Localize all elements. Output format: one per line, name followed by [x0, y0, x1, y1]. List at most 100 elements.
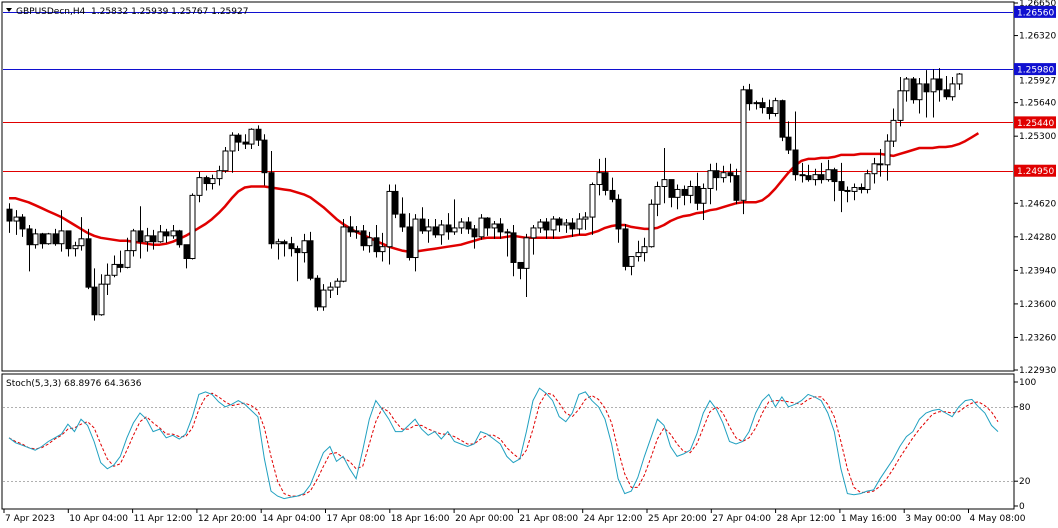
price-tick-label: 1.26320 — [1019, 32, 1056, 42]
candle-body-bear — [314, 277, 321, 308]
candle — [884, 134, 891, 181]
candle — [13, 210, 20, 235]
candle — [32, 228, 39, 249]
candle — [930, 69, 937, 118]
price-tick-label: 1.23600 — [1019, 300, 1056, 310]
time-tick-label: 20 Apr 00:00 — [455, 514, 514, 524]
price-tick-label: 1.23260 — [1019, 333, 1056, 343]
candle — [144, 227, 151, 252]
candle — [104, 263, 111, 296]
candle-body-bear — [465, 221, 472, 230]
candle-body-bear — [281, 241, 288, 245]
time-axis: 7 Apr 2023 10 Apr 04:00 11 Apr 12:00 12 Apr… — [3, 509, 1026, 524]
level-price-tag-label: 1.25980 — [1017, 66, 1054, 76]
candle — [602, 157, 609, 196]
candle — [209, 174, 216, 190]
price-tick-label: 1.25640 — [1019, 99, 1056, 109]
candle-body-bear — [137, 230, 144, 243]
candle-body-bull — [812, 174, 819, 181]
candle-body-bull — [491, 223, 498, 229]
candle — [189, 193, 196, 260]
candle-body-bear — [877, 163, 884, 166]
candle — [635, 240, 642, 262]
candle — [589, 182, 596, 235]
candle — [406, 213, 413, 261]
candle-body-bear — [294, 248, 301, 254]
candle — [163, 228, 170, 243]
time-tick-label: 24 Apr 12:00 — [584, 514, 643, 524]
candle-body-bear — [261, 139, 268, 174]
candle-body-bear — [85, 238, 92, 288]
candle-body-bear — [602, 172, 609, 191]
candle — [399, 197, 406, 232]
candle-body-bear — [936, 78, 943, 91]
candle-body-bull — [700, 187, 707, 204]
candle — [550, 216, 557, 239]
candle — [890, 108, 897, 148]
candle-body-bear — [766, 107, 773, 114]
candle — [307, 231, 314, 281]
candle — [137, 206, 144, 259]
candle-body-bear — [347, 226, 354, 233]
candle-body-bull — [772, 100, 779, 114]
price-tick-label: 1.25300 — [1019, 132, 1056, 142]
candle-body-bull — [334, 280, 341, 288]
stoch-tick-label: 80 — [1019, 403, 1031, 413]
candle — [766, 99, 773, 120]
candle-body-bear — [150, 235, 157, 243]
candle-body-bear — [497, 223, 504, 233]
candle-body-bull — [379, 246, 386, 253]
candle — [78, 217, 85, 251]
candle — [288, 236, 295, 257]
candle-body-bull — [563, 222, 570, 226]
candle-body-bull — [740, 89, 747, 201]
current-price-label: 1.25927 — [1019, 76, 1056, 86]
candle — [222, 147, 229, 173]
candle — [203, 175, 210, 191]
stoch-pane[interactable] — [1, 373, 1015, 510]
candle-body-bear — [779, 100, 786, 138]
candle — [674, 184, 681, 210]
candle-body-bull — [851, 186, 858, 192]
candle — [530, 224, 537, 255]
candle-body-bull — [720, 172, 727, 179]
candle — [871, 157, 878, 184]
candle-body-bear — [288, 243, 295, 250]
candle — [576, 213, 583, 235]
candle-body-bull — [104, 274, 111, 285]
candle-body-bear — [910, 78, 917, 101]
candle-body-bear — [268, 172, 275, 245]
price-tick-label: 1.23940 — [1019, 266, 1056, 276]
main-pane[interactable] — [1, 1, 1015, 372]
candle — [812, 168, 819, 186]
stoch-header: Stoch(5,3,3) 68.8976 64.3636 — [6, 379, 142, 389]
candle-body-bull — [903, 78, 910, 92]
candle — [366, 231, 373, 253]
time-tick-label: 28 Apr 12:00 — [777, 514, 836, 524]
candle-body-bear — [733, 175, 740, 201]
level-price-tag-label: 1.25440 — [1017, 119, 1054, 129]
candle — [648, 199, 655, 248]
candle — [320, 284, 327, 311]
candle-body-bear — [510, 232, 517, 263]
candle — [491, 221, 498, 239]
candle-body-bear — [39, 233, 46, 245]
candle-body-bull — [523, 237, 530, 269]
candles — [6, 68, 963, 321]
candle-body-bear — [392, 190, 399, 215]
candle-body-bear — [19, 216, 26, 230]
candle-body-bear — [844, 189, 851, 192]
time-tick-label: 18 Apr 16:00 — [391, 514, 450, 524]
candle — [360, 224, 367, 251]
time-tick-label: 21 Apr 08:00 — [519, 514, 578, 524]
candle-body-bear — [176, 230, 183, 246]
candle — [851, 183, 858, 201]
candle-body-bull — [301, 240, 308, 254]
level-lines[interactable] — [3, 12, 1013, 172]
candle — [687, 180, 694, 204]
candle-body-bull — [530, 227, 537, 239]
candle — [615, 194, 622, 243]
triangle-down-icon[interactable] — [6, 8, 12, 12]
candle — [281, 239, 288, 257]
